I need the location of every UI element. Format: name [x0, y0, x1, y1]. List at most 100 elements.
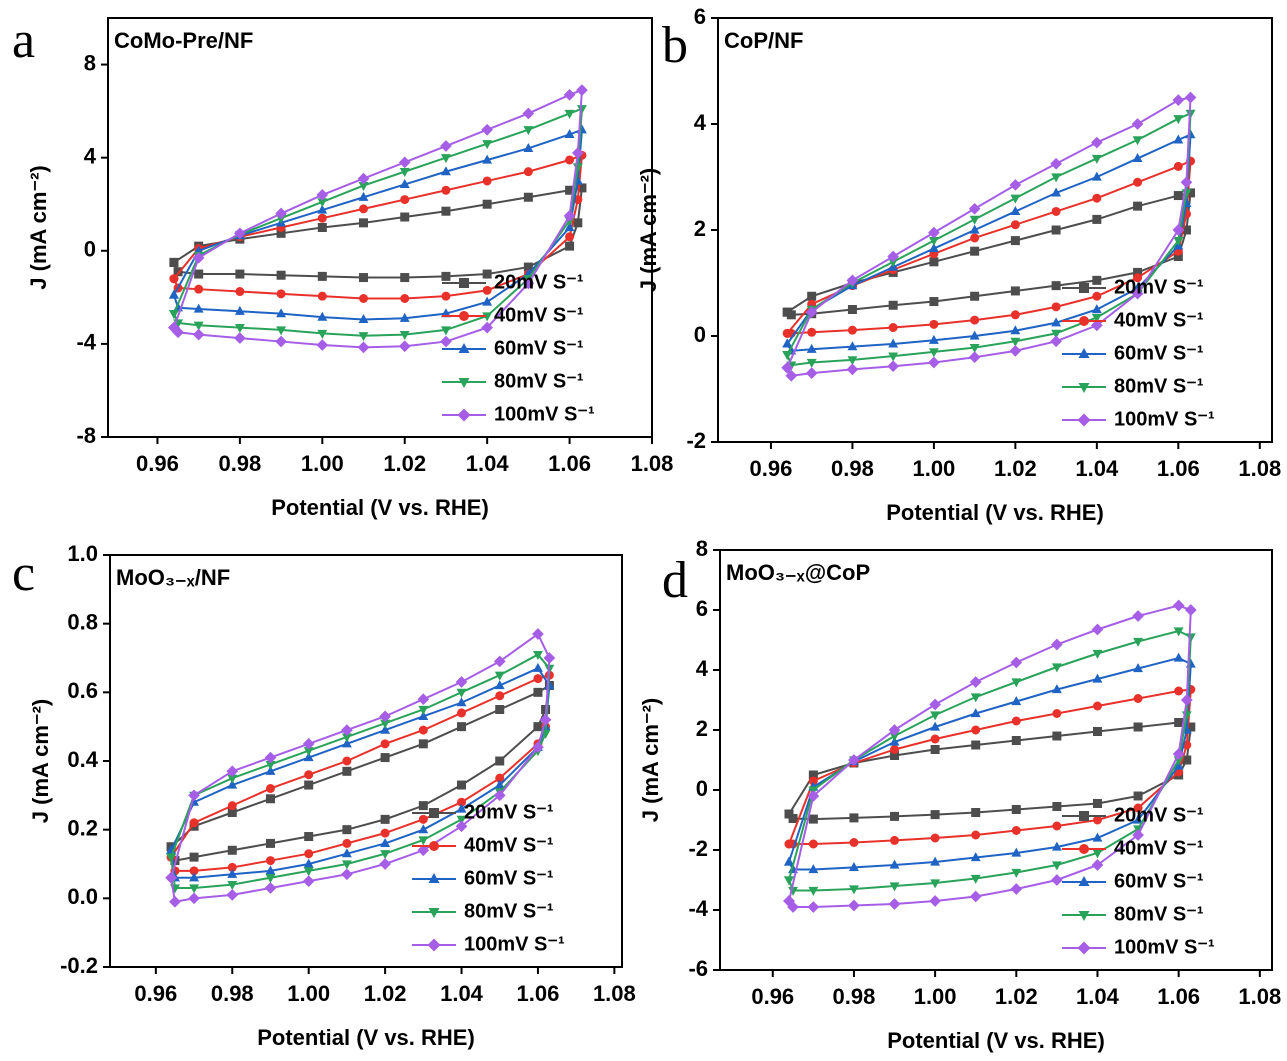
marker: [523, 192, 533, 202]
marker: [417, 844, 430, 857]
marker: [1051, 206, 1061, 216]
legend-label: 20mV S⁻¹: [464, 801, 554, 823]
marker: [1010, 656, 1023, 669]
marker: [1092, 275, 1102, 285]
legend-label: 60mV S⁻¹: [1114, 342, 1204, 364]
legend-label: 20mV S⁻¹: [1114, 276, 1204, 298]
legend-label: 100mV S⁻¹: [494, 403, 595, 425]
marker: [1079, 316, 1089, 326]
marker: [304, 780, 314, 790]
marker: [495, 773, 505, 783]
marker: [341, 733, 352, 743]
x-tick-label: 0.96: [134, 981, 177, 1006]
marker: [428, 908, 440, 918]
marker: [928, 226, 940, 239]
marker: [848, 754, 860, 766]
marker: [440, 166, 451, 176]
marker: [787, 901, 799, 913]
y-tick-label: 0.4: [67, 747, 98, 772]
y-axis-label: J (mA cm⁻²): [636, 168, 661, 292]
marker: [1133, 694, 1143, 703]
plot-title: MoO₃₋ₓ/NF: [116, 565, 230, 590]
y-tick-label: 8: [696, 536, 708, 561]
marker: [276, 289, 286, 299]
marker: [928, 334, 939, 344]
marker: [970, 315, 980, 325]
legend-label: 100mV S⁻¹: [464, 933, 565, 955]
marker: [458, 378, 470, 388]
marker: [970, 233, 980, 243]
marker: [573, 218, 583, 228]
x-tick-label: 1.06: [1157, 984, 1200, 1009]
marker: [543, 652, 556, 664]
x-tick-label: 1.02: [364, 981, 407, 1006]
marker: [1051, 874, 1063, 886]
marker: [317, 198, 328, 208]
marker: [341, 724, 353, 736]
y-tick-label: 2: [696, 716, 708, 741]
marker: [482, 154, 493, 164]
marker: [1091, 623, 1104, 636]
marker: [848, 899, 860, 912]
marker: [482, 140, 493, 150]
marker: [459, 278, 469, 288]
marker: [1052, 709, 1062, 718]
marker: [1078, 383, 1090, 393]
marker: [970, 708, 981, 718]
marker: [970, 693, 981, 703]
marker: [234, 332, 246, 344]
marker: [482, 199, 492, 209]
legend-label: 40mV S⁻¹: [494, 304, 584, 326]
marker: [265, 760, 276, 770]
marker: [808, 776, 818, 786]
marker: [1092, 649, 1103, 659]
marker: [1079, 844, 1089, 854]
marker: [1092, 701, 1102, 711]
marker: [1092, 832, 1103, 842]
marker: [235, 269, 245, 279]
marker: [169, 257, 179, 267]
panel-label: b: [662, 17, 688, 74]
marker: [227, 881, 238, 890]
x-axis-label: Potential (V vs. RHE): [886, 500, 1104, 525]
marker: [1011, 847, 1022, 857]
legend-label: 80mV S⁻¹: [1114, 903, 1204, 925]
marker: [848, 885, 859, 895]
marker: [265, 856, 275, 866]
marker: [969, 344, 980, 354]
y-tick-label: 6: [694, 4, 706, 29]
marker: [1173, 115, 1184, 125]
marker: [576, 84, 588, 97]
x-tick-label: 1.06: [548, 451, 591, 476]
marker: [303, 747, 314, 757]
marker: [482, 296, 493, 306]
marker: [971, 725, 981, 735]
marker: [358, 314, 369, 324]
marker: [784, 856, 794, 866]
x-tick-label: 1.00: [287, 981, 330, 1006]
marker: [358, 182, 369, 191]
plot-title: CoP/NF: [724, 28, 803, 53]
marker: [482, 312, 493, 322]
marker: [234, 323, 245, 333]
marker: [379, 858, 391, 870]
marker: [317, 291, 327, 301]
series-line: [170, 632, 551, 903]
marker: [1092, 849, 1103, 859]
marker: [358, 332, 369, 342]
marker: [782, 307, 792, 317]
marker: [807, 327, 817, 337]
marker: [532, 662, 543, 672]
marker: [188, 789, 200, 802]
marker: [849, 813, 859, 823]
marker: [1092, 214, 1102, 224]
marker: [440, 154, 451, 164]
marker: [969, 224, 980, 234]
marker: [494, 671, 505, 681]
marker: [1133, 273, 1143, 283]
marker: [1078, 348, 1090, 358]
legend-label: 40mV S⁻¹: [464, 834, 554, 856]
marker: [380, 814, 390, 824]
marker: [1051, 861, 1062, 871]
marker: [166, 853, 177, 863]
